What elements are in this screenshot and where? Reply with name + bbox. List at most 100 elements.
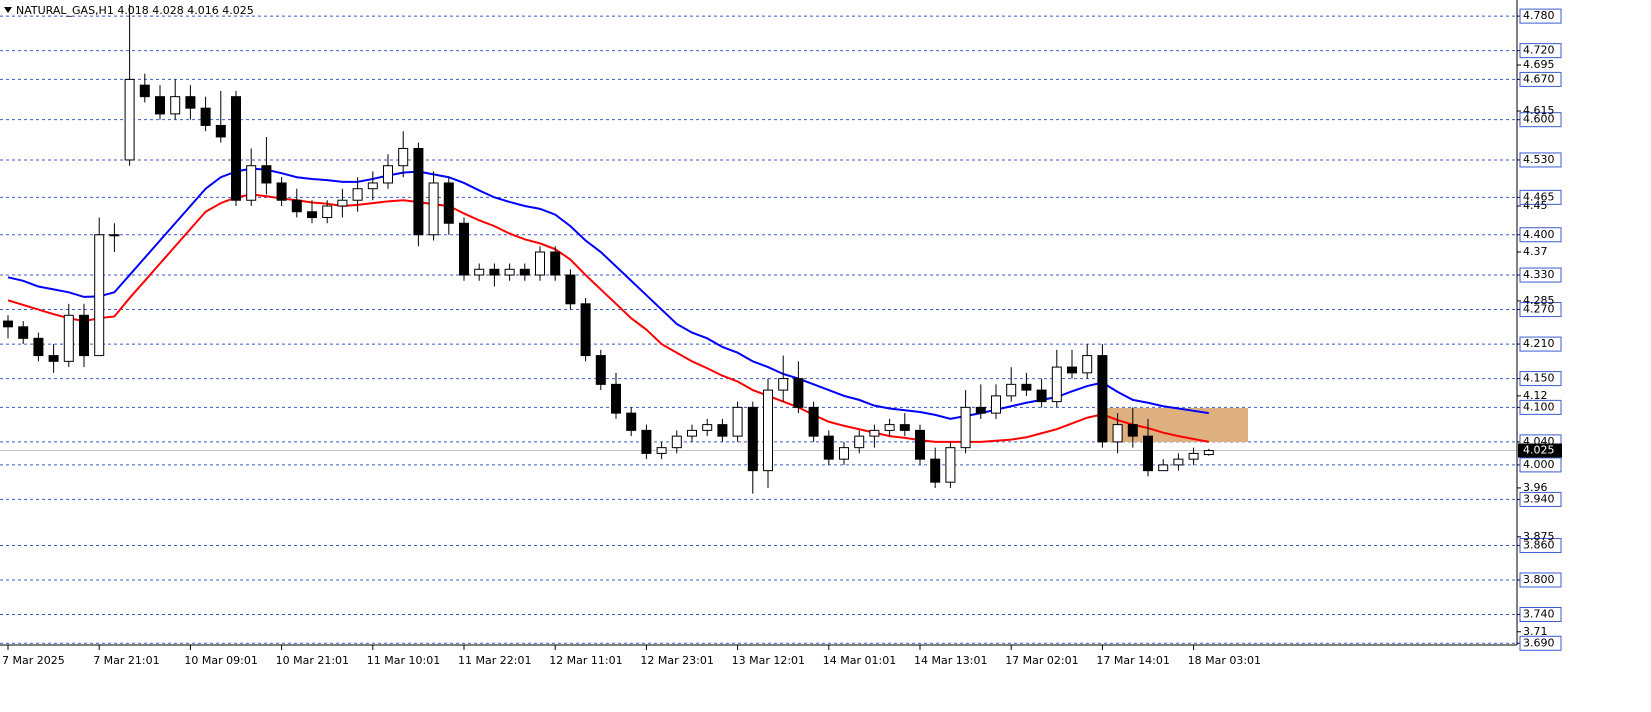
candle-body xyxy=(641,429,652,454)
candle-body xyxy=(869,429,880,437)
candle-body xyxy=(656,447,667,454)
y-tick-box xyxy=(1519,537,1562,553)
candle-body xyxy=(1173,458,1184,466)
candle-body xyxy=(367,182,378,190)
candle-body xyxy=(915,429,925,460)
candle-body xyxy=(747,406,758,472)
candle-body xyxy=(185,96,196,109)
candle-body xyxy=(33,337,44,357)
candle-body xyxy=(109,234,120,237)
candle-body xyxy=(276,182,287,201)
candle-body xyxy=(261,165,272,184)
candle-body xyxy=(519,268,530,276)
x-tick-label: 10 Mar 09:01 xyxy=(184,654,257,667)
candle-body xyxy=(1188,452,1199,460)
y-tick-box xyxy=(1519,457,1562,473)
grid xyxy=(0,15,1517,644)
zone xyxy=(1105,408,1248,442)
candle-body xyxy=(854,435,865,449)
moving-average xyxy=(7,167,1209,420)
candle-body xyxy=(322,205,333,218)
candle-body xyxy=(337,199,348,207)
candle-body xyxy=(291,199,302,213)
x-tick-label: 14 Mar 01:01 xyxy=(823,654,896,667)
y-tick-label: 3.940 xyxy=(1523,492,1555,505)
y-tick-box xyxy=(1519,607,1562,623)
candle-body xyxy=(930,458,941,483)
candle-body xyxy=(246,165,257,201)
candle-body xyxy=(215,124,226,138)
y-tick-box xyxy=(1519,491,1562,507)
y-tick-label: 4.695 xyxy=(1523,58,1555,71)
y-tick-label: 3.875 xyxy=(1523,530,1555,543)
candle-body xyxy=(1036,389,1047,403)
candle-body xyxy=(626,412,637,431)
y-tick-label: 3.71 xyxy=(1523,625,1548,638)
candle-body xyxy=(991,395,1001,414)
candle-body xyxy=(565,274,576,305)
y-tick-label: 4.100 xyxy=(1523,400,1555,413)
y-tick-label: 4.465 xyxy=(1523,190,1555,203)
candle-body xyxy=(1127,424,1138,437)
candle-body xyxy=(443,182,454,224)
candle-body xyxy=(18,326,29,339)
candle-body xyxy=(823,435,834,460)
candle-body xyxy=(504,268,515,276)
y-tick-box xyxy=(1519,189,1562,205)
candle-body xyxy=(763,389,773,472)
y-tick-label: 4.400 xyxy=(1523,228,1555,241)
candle-body xyxy=(717,424,728,437)
candle-body xyxy=(732,406,743,437)
candle-body xyxy=(1021,383,1032,391)
y-tick-box xyxy=(1519,635,1562,651)
y-tick-label: 4.37 xyxy=(1523,245,1548,258)
candle-body xyxy=(459,222,469,276)
y-tick-label: 3.860 xyxy=(1523,538,1555,551)
candle-body xyxy=(778,378,789,391)
candle-body xyxy=(975,406,986,414)
y-tick-box xyxy=(1519,71,1562,87)
candle-body xyxy=(398,147,409,167)
x-tick-label: 11 Mar 22:01 xyxy=(458,654,531,667)
candle-body xyxy=(945,447,956,483)
candle-body xyxy=(231,96,241,201)
y-tick-box xyxy=(1519,399,1562,415)
x-tick-label: 18 Mar 03:01 xyxy=(1188,654,1261,667)
x-tick-label: 10 Mar 21:01 xyxy=(276,654,349,667)
y-tick-label: 4.000 xyxy=(1523,458,1555,471)
candle-body xyxy=(352,188,363,201)
candle-body xyxy=(170,96,181,115)
candle-body xyxy=(1006,383,1017,397)
y-tick-label: 4.210 xyxy=(1523,337,1555,350)
y-tick-box xyxy=(1519,302,1562,318)
x-tick-label: 12 Mar 23:01 xyxy=(640,654,713,667)
candle-body xyxy=(1082,355,1093,374)
y-tick-label: 4.615 xyxy=(1523,104,1555,117)
y-tick-label: 3.740 xyxy=(1523,608,1555,621)
x-tick-label: 7 Mar 2025 xyxy=(2,654,65,667)
y-tick-box xyxy=(1519,112,1562,128)
y-tick-label: 4.150 xyxy=(1523,372,1555,385)
candle-body xyxy=(383,165,393,184)
candle-body xyxy=(839,447,849,460)
y-tick-box xyxy=(1519,336,1562,352)
candle-body xyxy=(428,182,439,236)
menu-arrow[interactable] xyxy=(4,7,12,13)
candle-body xyxy=(1051,366,1062,403)
candle-body xyxy=(413,147,424,236)
x-tick-label: 17 Mar 14:01 xyxy=(1096,654,1169,667)
candle-body xyxy=(808,406,819,437)
candle-body xyxy=(550,251,561,276)
candle-body xyxy=(960,406,971,449)
y-tick-label: 4.12 xyxy=(1523,389,1548,402)
candle-body xyxy=(884,424,895,431)
moving-average xyxy=(7,193,1209,443)
x-tick-label: 11 Mar 10:01 xyxy=(367,654,440,667)
candle-body xyxy=(474,268,485,276)
candle-body xyxy=(535,251,545,276)
chart-title: NATURAL_GAS,H1 4.018 4.028 4.016 4.025 xyxy=(16,4,254,17)
candle-body xyxy=(139,84,150,98)
candle-body xyxy=(1143,435,1153,472)
y-tick-box xyxy=(1519,43,1562,59)
